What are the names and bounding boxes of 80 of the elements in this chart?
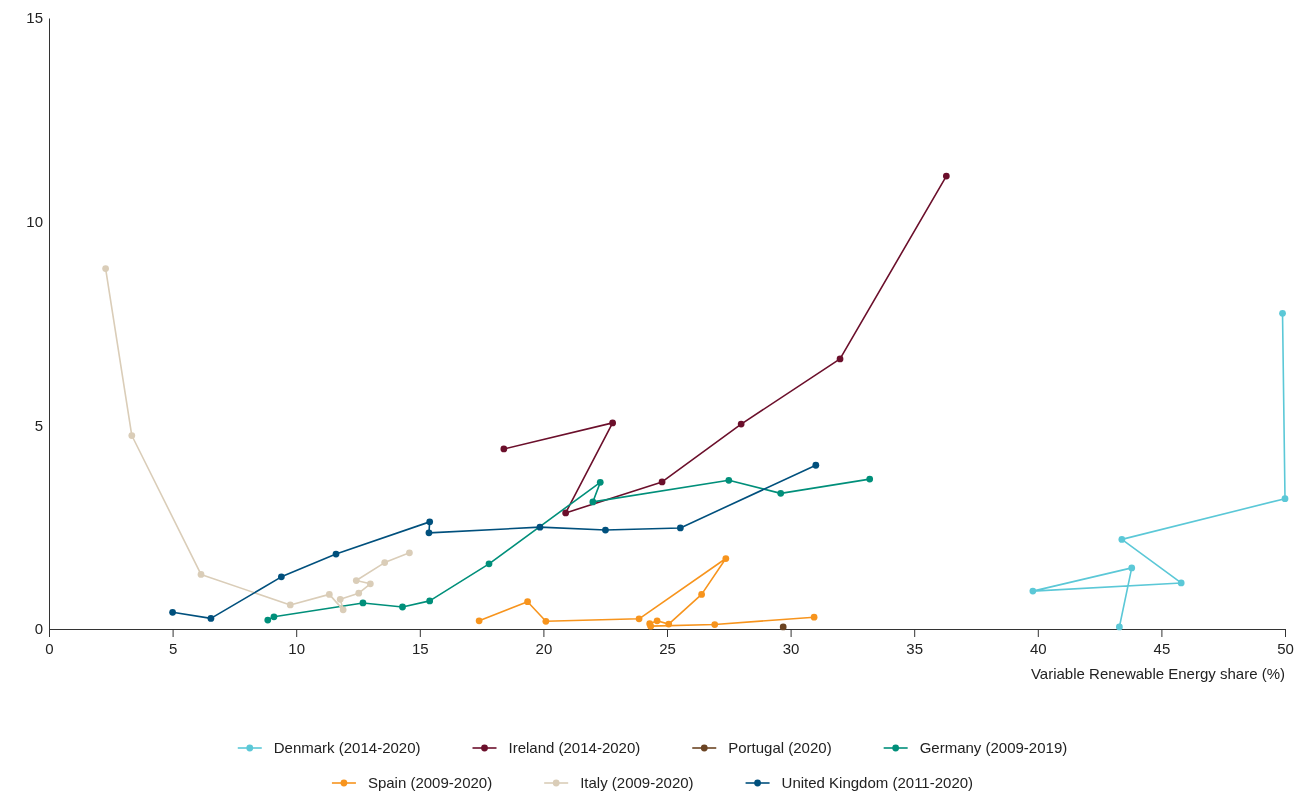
point — [336, 595, 344, 603]
point — [665, 620, 673, 628]
x-tick-label: 10 — [288, 639, 306, 657]
point — [286, 601, 294, 609]
point — [359, 599, 367, 607]
point — [812, 461, 820, 469]
point — [339, 606, 347, 614]
point — [866, 475, 874, 483]
point — [602, 526, 609, 534]
point — [653, 617, 661, 625]
point — [352, 577, 360, 584]
point — [475, 617, 483, 625]
point — [1128, 564, 1136, 572]
point — [536, 523, 544, 531]
point — [197, 571, 205, 578]
point — [711, 621, 719, 628]
legend-label: Ireland (2014-2020) — [508, 739, 641, 757]
point — [399, 603, 406, 611]
point — [270, 613, 278, 621]
point — [381, 559, 389, 566]
point — [596, 478, 604, 486]
point — [1029, 587, 1037, 595]
x-tick-label: 0 — [45, 639, 54, 657]
x-tick-label: 30 — [782, 639, 800, 657]
point — [589, 498, 597, 506]
point — [725, 476, 733, 484]
legend-label: Denmark (2014-2020) — [273, 739, 421, 757]
point — [542, 617, 550, 625]
legend-label: United Kingdom (2011-2020) — [781, 774, 974, 792]
point — [500, 445, 508, 453]
point — [942, 172, 950, 180]
x-axis-title: Variable Renewable Energy share (%) — [1030, 665, 1285, 682]
legend-label: Italy (2009-2020) — [580, 774, 694, 792]
point — [426, 518, 434, 526]
x-tick-label: 40 — [1029, 639, 1047, 657]
x-tick-label: 35 — [906, 639, 924, 657]
point — [1115, 623, 1123, 631]
point — [485, 560, 493, 568]
y-tick-label: 0 — [34, 620, 43, 638]
point — [207, 615, 215, 622]
legend-label: Spain (2009-2020) — [367, 774, 493, 792]
legend-label: Portugal (2020) — [728, 739, 832, 757]
point — [836, 355, 844, 363]
point — [264, 616, 272, 624]
point — [609, 419, 616, 427]
point — [562, 509, 570, 517]
x-tick-label: 5 — [168, 639, 178, 657]
point — [777, 489, 785, 497]
x-tick-label: 50 — [1277, 639, 1294, 657]
legend-label: Germany (2009-2019) — [919, 739, 1068, 757]
x-tick-label: 20 — [535, 639, 553, 657]
x-tick-label: 15 — [411, 639, 429, 657]
point — [1177, 579, 1185, 587]
point — [102, 265, 109, 272]
point — [635, 615, 643, 623]
point — [524, 598, 531, 606]
x-tick-label: 45 — [1153, 639, 1171, 657]
point — [1279, 309, 1286, 317]
point — [1118, 536, 1126, 543]
y-tick-label: 10 — [26, 212, 43, 230]
y-tick-label: 15 — [26, 9, 43, 27]
point — [426, 597, 434, 605]
point — [332, 550, 340, 558]
x-tick-label: 25 — [659, 639, 676, 657]
point — [128, 432, 136, 439]
point — [325, 591, 333, 598]
point — [698, 591, 705, 598]
point — [169, 608, 176, 616]
y-tick-label: 5 — [34, 416, 43, 434]
point — [676, 524, 684, 532]
point — [658, 478, 666, 486]
point — [722, 555, 730, 562]
point — [366, 580, 374, 588]
point — [277, 573, 285, 581]
point — [425, 529, 433, 537]
point — [810, 613, 818, 621]
point — [355, 589, 363, 597]
point — [406, 549, 413, 557]
point — [737, 420, 745, 428]
point — [1281, 495, 1289, 503]
